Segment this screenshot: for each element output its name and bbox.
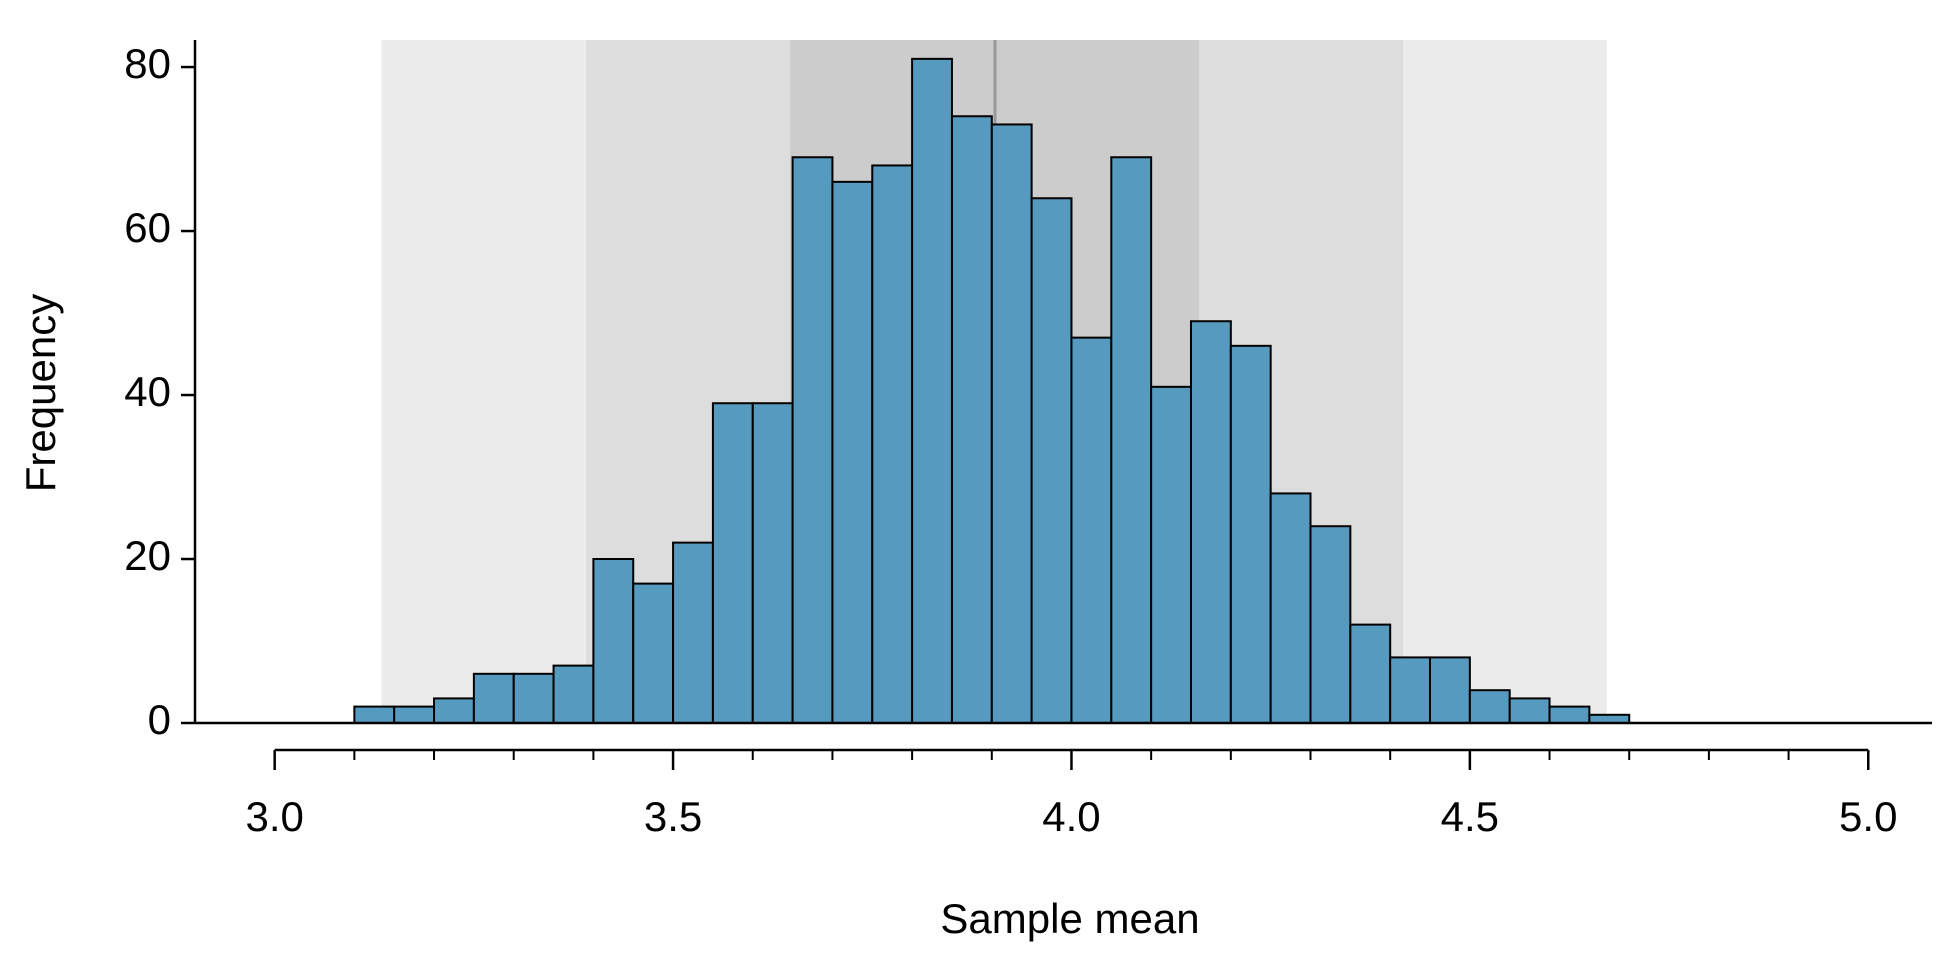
bar	[911, 57, 953, 725]
bar	[592, 558, 635, 724]
bar	[1508, 697, 1551, 724]
bar	[632, 582, 675, 724]
x-tick-label: 3.5	[644, 793, 702, 840]
y-tick-label: 0	[148, 696, 171, 743]
bar	[1309, 525, 1352, 724]
bar	[1349, 623, 1392, 724]
bar	[393, 705, 436, 724]
bar	[1189, 320, 1232, 724]
bar	[433, 697, 475, 724]
bar	[1229, 344, 1272, 724]
y-tick-label: 40	[124, 368, 171, 415]
bar	[672, 541, 714, 724]
bar	[1070, 336, 1113, 724]
bar	[1548, 705, 1591, 724]
bar	[831, 180, 874, 724]
bar	[1468, 689, 1511, 724]
bar	[1389, 656, 1432, 724]
y-axis-label: Frequency	[17, 294, 64, 492]
bar	[791, 156, 834, 724]
bar	[512, 672, 555, 724]
bar	[1150, 385, 1192, 724]
x-tick-label: 3.0	[245, 793, 303, 840]
bar	[1269, 492, 1312, 724]
x-tick-label: 4.5	[1441, 793, 1499, 840]
bar	[1429, 656, 1471, 724]
bar	[950, 115, 993, 725]
bar	[472, 672, 515, 724]
y-tick-label: 60	[124, 204, 171, 251]
y-tick-label: 80	[124, 40, 171, 87]
bar	[353, 705, 396, 724]
bar	[1030, 197, 1073, 724]
bar	[1110, 156, 1153, 724]
x-axis-label: Sample mean	[940, 895, 1199, 942]
x-tick-label: 5.0	[1839, 793, 1897, 840]
bar	[711, 402, 754, 724]
x-tick-label: 4.0	[1042, 793, 1100, 840]
bar	[871, 164, 914, 724]
bar	[552, 664, 595, 724]
y-tick-label: 20	[124, 532, 171, 579]
bar	[751, 402, 794, 724]
bar	[990, 123, 1033, 725]
